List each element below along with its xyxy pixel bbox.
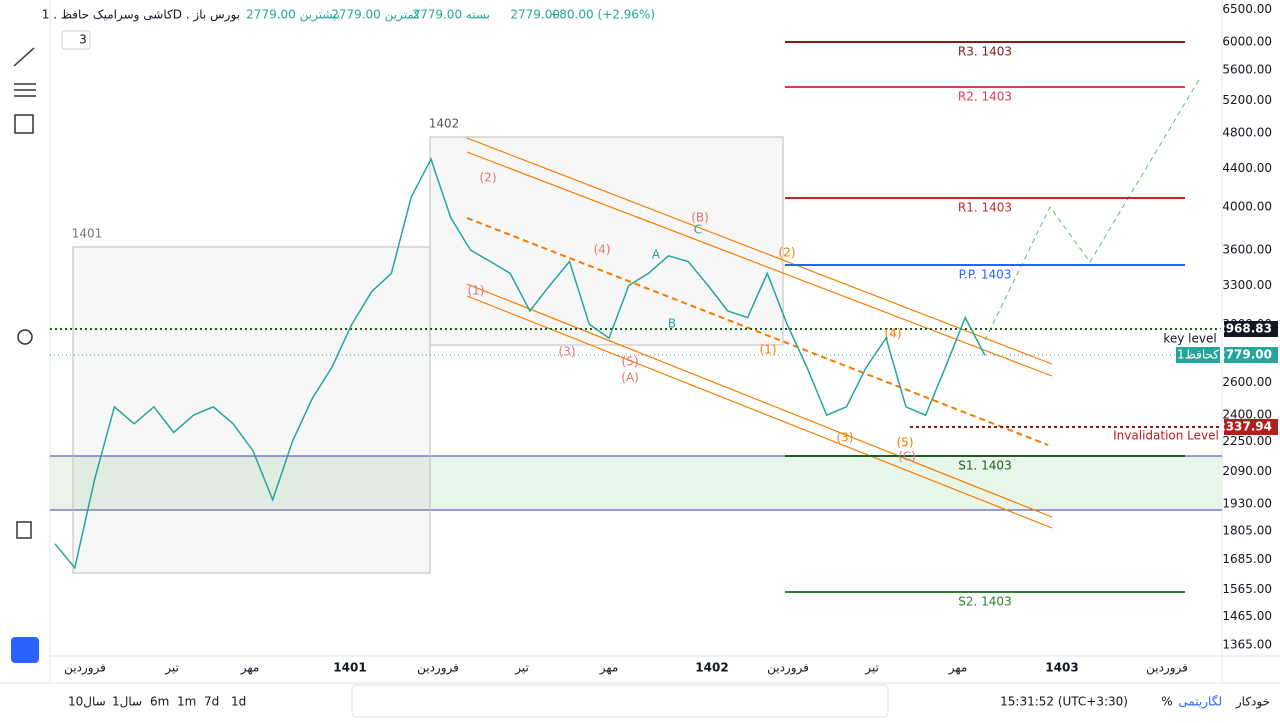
price-tick-label: 4400.00 (1222, 161, 1272, 175)
header-ohlc: 2779.00 (510, 8, 560, 22)
price-tick-label: 4000.00 (1222, 200, 1272, 214)
annotation: 1402 (429, 117, 460, 131)
range-button[interactable]: 10سال (68, 695, 106, 709)
time-label: فروردین (417, 661, 459, 676)
header-symbol: کاشی وسرامیک حافظ . 1D . بورس باز (42, 8, 240, 23)
projection (984, 77, 1201, 341)
price-tick-label: 2600.00 (1222, 375, 1272, 389)
annotation: key level (1163, 332, 1216, 346)
header-ohlc: کمترین 2779.00 (331, 8, 420, 23)
symbol-tag (1176, 347, 1220, 363)
time-label: مهر (240, 661, 260, 676)
time-label: 1401 (333, 661, 366, 675)
range-button[interactable]: 7d (204, 695, 219, 709)
price-marker-label: 2337.94 (1217, 420, 1272, 434)
time-label: فروردین (767, 661, 809, 676)
time-label: تیر (864, 661, 879, 676)
annotation: (4) (885, 327, 902, 341)
price-tick-label: 2090.00 (1222, 464, 1272, 478)
price-tick-label: 4800.00 (1222, 125, 1272, 139)
price-marker (1224, 321, 1278, 337)
price-marker-label: 2968.83 (1217, 322, 1272, 336)
annotation: (A) (621, 371, 639, 385)
price-tick-label: 1930.00 (1222, 496, 1272, 510)
price-marker (1224, 419, 1278, 435)
time-label: 1402 (695, 661, 728, 675)
annotation: C (694, 223, 702, 237)
symbol-tag-label: کحافظ1 (1177, 348, 1219, 362)
annotation: (2) (779, 246, 796, 260)
annotation: (1) (760, 343, 777, 357)
time-label: تیر (514, 661, 529, 676)
drawing-toolbar[interactable] (351, 684, 889, 718)
annotation: Invalidation Level (1113, 429, 1219, 443)
price-tick-label: 6000.00 (1222, 35, 1272, 49)
layout-box (61, 30, 91, 50)
channel (466, 137, 1053, 529)
annotation: (4) (594, 243, 611, 257)
price-tick-label: 1565.00 (1222, 582, 1272, 596)
left-toolbar (0, 0, 50, 719)
support-zone (50, 456, 1222, 510)
price-tick-label: 1805.00 (1222, 524, 1272, 538)
price-tick-label: 5600.00 (1222, 63, 1272, 77)
header-change: +80.00 (+2.96%) (549, 8, 655, 22)
annotation: (5) (897, 436, 914, 450)
price-tick-label: 3300.00 (1222, 278, 1272, 292)
price-tick-label: 2400.00 (1222, 408, 1272, 422)
price-tick-label: 2250.00 (1222, 434, 1272, 448)
annotation: (5) (622, 355, 639, 369)
pivot-label: S2. 1403 (958, 595, 1011, 609)
annotation: (C) (898, 450, 916, 464)
annotation: (B) (691, 211, 709, 225)
annotation: (1) (468, 284, 485, 298)
time-label: 1403 (1045, 661, 1078, 675)
favorite-button[interactable] (11, 637, 39, 663)
annotation: 1401 (72, 227, 103, 241)
annotation: A (652, 248, 661, 262)
time-label: مهر (948, 661, 968, 676)
time-label: تیر (164, 661, 179, 676)
annotation: (3) (837, 431, 854, 445)
pivot-label: R3. 1403 (958, 45, 1012, 59)
pivot-label: S1. 1403 (958, 459, 1011, 473)
price-tick-label: 1685.00 (1222, 552, 1272, 566)
range-button[interactable]: 1m (177, 695, 196, 709)
price-tick-label: 6500.00 (1222, 2, 1272, 16)
auto-toggle[interactable]: خودکار (1235, 695, 1270, 710)
price-tick-label: 1365.00 (1222, 638, 1272, 652)
clock: 15:31:52 (UTC+3:30) (1000, 695, 1128, 709)
annotation: (2) (480, 171, 497, 185)
tool-icons[interactable] (13, 47, 36, 539)
header-ohlc: بسته 2779.00 (412, 8, 490, 22)
pivot-label: R2. 1403 (958, 90, 1012, 104)
price-marker (1224, 347, 1278, 363)
price-marker-label: 2779.00 (1217, 348, 1272, 362)
annotation: B (668, 317, 676, 331)
time-label: فروردین (64, 661, 106, 676)
price-path (54, 157, 986, 570)
time-label: فروردین (1146, 661, 1188, 676)
pivot-label: P.P. 1403 (959, 268, 1012, 282)
price-tick-label: 3600.00 (1222, 243, 1272, 257)
range-button[interactable]: 1d (231, 695, 246, 709)
pivot-label: R1. 1403 (958, 201, 1012, 215)
annotation: (3) (559, 345, 576, 359)
range-button[interactable]: 1سال (112, 695, 142, 709)
price-tick-label: 5200.00 (1222, 93, 1272, 107)
price-tick-label: 1465.00 (1222, 609, 1272, 623)
header-ohlc: بیشترین 2779.00 (246, 8, 340, 23)
year-box (72, 246, 431, 574)
year-box (429, 136, 784, 346)
time-label: مهر (599, 661, 619, 676)
layout-count: 3 (79, 33, 87, 47)
percent-toggle[interactable]: % (1161, 695, 1172, 709)
range-button[interactable]: 6m (150, 695, 169, 709)
log-toggle[interactable]: لگاریتمی (1178, 695, 1222, 710)
